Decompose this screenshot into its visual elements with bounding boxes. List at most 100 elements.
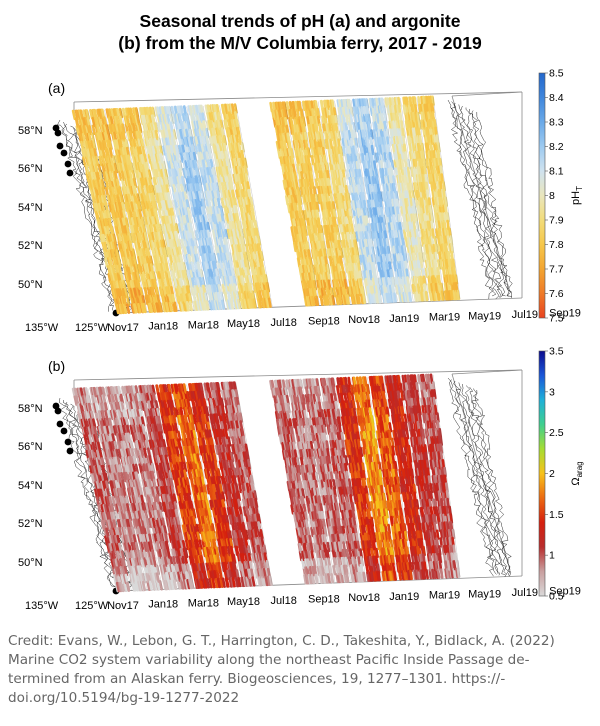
ribbon-segment: [120, 248, 125, 260]
ribbon-segment: [230, 299, 235, 310]
ribbon-segment: [383, 120, 388, 132]
ribbon-segment: [116, 272, 122, 283]
ribbon-segment: [140, 255, 146, 267]
ribbon-segment: [365, 215, 369, 226]
ribbon-segment: [362, 293, 367, 305]
ribbon-segment: [435, 228, 439, 239]
ribbon-segment: [128, 240, 134, 251]
ribbon-segment: [203, 175, 208, 186]
ribbon-segment: [132, 146, 137, 157]
ribbon-segment: [147, 294, 152, 306]
ribbon-segment: [449, 289, 454, 301]
ribbon-segment: [143, 232, 149, 243]
ribbon-segment: [167, 223, 172, 234]
ribbon-segment: [106, 194, 111, 205]
ribbon-segment: [110, 233, 116, 244]
ribbon-segment: [95, 202, 100, 214]
ribbon-segment: [160, 286, 165, 297]
ribbon-segment: [180, 222, 185, 234]
ribbon-segment: [304, 272, 309, 283]
ribbon-segment: [389, 136, 394, 147]
ribbon-segment: [93, 108, 98, 120]
ribbon-segment: [427, 173, 432, 185]
ribbon-segment: [179, 254, 184, 265]
ribbon-segment: [101, 226, 106, 237]
ribbon-segment: [119, 147, 125, 158]
ribbon-segment: [300, 108, 305, 119]
ribbon-segment: [218, 135, 223, 146]
ribbon-segment: [184, 160, 189, 171]
ribbon-segment: [357, 223, 362, 234]
ribbon-segment: [304, 280, 309, 291]
ribbon-segment: [126, 185, 131, 197]
ribbon-segment: [424, 290, 429, 302]
ribbon-segment: [81, 125, 86, 136]
ribbon-segment: [337, 239, 342, 251]
ribbon-segment: [247, 204, 252, 215]
ribbon-segment: [317, 287, 322, 299]
ribbon-segment: [376, 183, 381, 194]
ribbon-segment: [136, 209, 141, 220]
ribbon-segment: [319, 295, 324, 306]
ribbon-segment: [145, 240, 151, 251]
figure-title: Seasonal trends of pH (a) and argonite (…: [0, 10, 600, 54]
ribbon-segment: [104, 147, 109, 158]
ribbon-segment: [129, 138, 134, 150]
ribbon-segment: [98, 140, 103, 151]
ribbon-segment: [124, 115, 129, 126]
ribbon-segment: [117, 241, 122, 252]
ribbon-segment: [420, 111, 425, 122]
ribbon-segment: [315, 170, 319, 181]
ribbon-segment: [134, 271, 139, 283]
ribbon-segment: [317, 217, 322, 228]
ribbon-segment: [346, 294, 351, 305]
ribbon-segment: [295, 108, 300, 119]
ribbon-segment: [117, 233, 123, 244]
ribbon-segment: [159, 153, 164, 164]
ribbon-segment: [91, 116, 96, 128]
ribbon-segment: [102, 210, 107, 221]
ribbon-segment: [180, 105, 185, 116]
ribbon-segment: [343, 247, 348, 258]
ribbon-segment: [106, 225, 111, 237]
ribbon-segment: [132, 130, 137, 142]
ribbon-segment: [342, 145, 347, 157]
ribbon-segment: [135, 248, 140, 259]
ribbon-segment: [258, 290, 263, 301]
ribbon-segment: [89, 179, 94, 190]
ribbon-segment: [113, 272, 119, 284]
ribbon-segment: [402, 182, 407, 193]
ribbon-segment: [427, 220, 431, 231]
ribbon-segment: [400, 159, 405, 170]
ribbon-segment: [388, 97, 393, 108]
ribbon-segment: [119, 162, 124, 174]
ribbon-segment: [343, 286, 348, 298]
ribbon-segment: [95, 187, 101, 198]
ribbon-segment: [107, 233, 112, 245]
ribbon-segment: [382, 136, 387, 147]
ribbon-segment: [132, 162, 137, 173]
ribbon-segment: [333, 193, 338, 204]
ribbon-segment: [136, 115, 141, 126]
ribbon-segment: [133, 271, 138, 283]
ribbon-segment: [90, 140, 95, 151]
ribbon-segment: [101, 186, 106, 198]
ribbon-segment: [403, 229, 407, 240]
ribbon-segment: [106, 139, 111, 151]
ribbon-segment: [142, 302, 147, 314]
ribbon-segment: [213, 174, 218, 185]
ribbon-segment: [140, 193, 145, 204]
ribbon-segment: [370, 144, 375, 156]
ribbon-segment: [412, 111, 416, 123]
ribbon-segment: [98, 179, 104, 190]
ribbon-segment: [110, 178, 115, 190]
ribbon-segment: [183, 269, 188, 281]
ribbon-segment: [162, 200, 167, 211]
ribbon-segment: [151, 286, 156, 298]
ribbon-segment: [71, 109, 77, 121]
ribbon-segment: [151, 239, 156, 251]
ribbon-segment: [241, 189, 246, 200]
ribbon-segment: [311, 295, 316, 307]
ribbon-segment: [94, 155, 100, 167]
ribbon-segment: [123, 233, 128, 244]
